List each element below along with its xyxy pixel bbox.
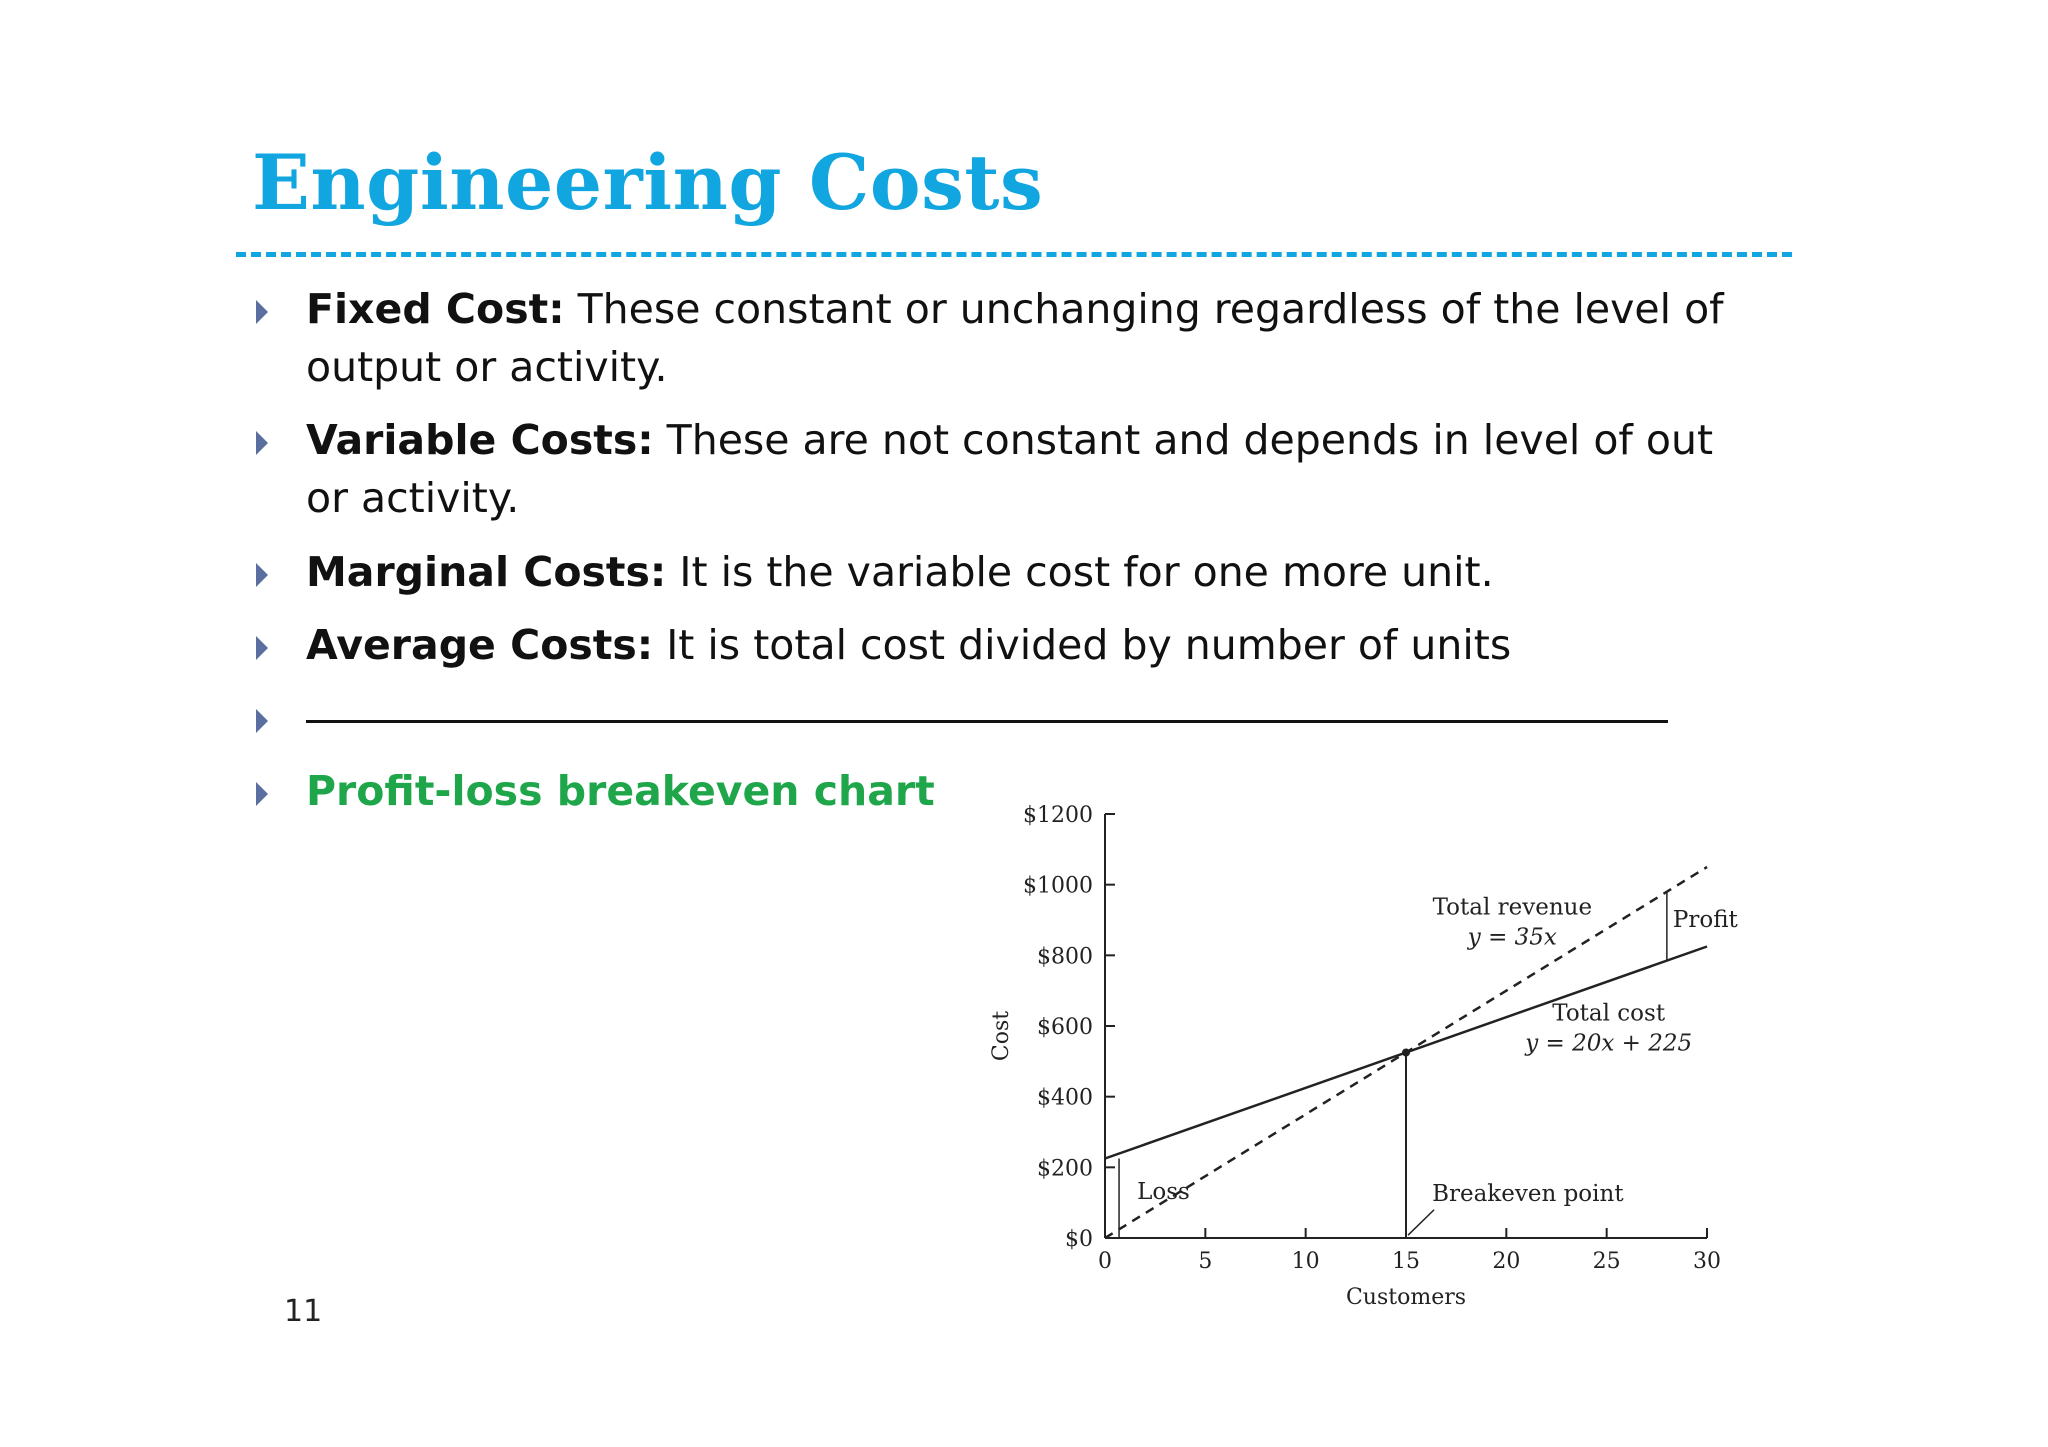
bullet-arrow-icon	[256, 709, 268, 733]
total-cost-equation: y = 20x + 225	[1524, 1031, 1692, 1057]
y-tick-label: $600	[1037, 1015, 1093, 1040]
y-axis-label: Cost	[989, 1011, 1014, 1061]
bullet-term: Profit-loss breakeven chart	[306, 767, 935, 815]
bullet-blank	[256, 689, 1746, 747]
bullet-term: Marginal Costs:	[306, 548, 667, 596]
breakeven-point-marker	[1402, 1048, 1410, 1057]
y-tick-label: $200	[1037, 1156, 1093, 1181]
x-tick-label: 20	[1492, 1249, 1520, 1274]
bullet-arrow-icon	[256, 431, 268, 455]
bullet-text: It is the variable cost for one more uni…	[666, 548, 1494, 596]
bullet-breakeven-chart: Profit-loss breakeven chart	[256, 762, 1746, 820]
title-divider	[236, 252, 1792, 257]
y-tick-label: $400	[1037, 1086, 1093, 1111]
breakeven-leader-line	[1407, 1209, 1435, 1236]
bullet-average-costs: Average Costs: It is total cost divided …	[256, 616, 1746, 674]
x-tick-label: 15	[1392, 1249, 1420, 1274]
x-tick-label: 5	[1198, 1249, 1212, 1274]
x-tick-label: 25	[1593, 1249, 1621, 1274]
slide-title: Engineering Costs	[252, 138, 1044, 227]
bullet-text: It is total cost divided by number of un…	[653, 621, 1512, 669]
x-tick-label: 30	[1693, 1249, 1721, 1274]
total-cost-label: Total cost	[1552, 1001, 1666, 1027]
bullet-marginal-costs: Marginal Costs: It is the variable cost …	[256, 543, 1746, 601]
bullet-arrow-icon	[256, 782, 268, 806]
profit-label: Profit	[1673, 907, 1739, 933]
y-tick-label: $0	[1065, 1227, 1093, 1252]
blank-underline	[306, 719, 1668, 723]
y-tick-label: $1200	[1023, 803, 1093, 828]
total-revenue-label: Total revenue	[1433, 895, 1592, 921]
bullet-fixed-cost: Fixed Cost: These constant or unchanging…	[256, 280, 1746, 396]
page-number: 11	[284, 1294, 323, 1329]
bullet-arrow-icon	[256, 563, 268, 587]
loss-label: Loss	[1137, 1179, 1190, 1205]
bullet-arrow-icon	[256, 636, 268, 660]
bullet-variable-costs: Variable Costs: These are not constant a…	[256, 411, 1746, 527]
x-tick-label: 10	[1292, 1249, 1320, 1274]
y-tick-label: $1000	[1023, 874, 1093, 899]
bullet-text: These are not constant and depends in le…	[306, 416, 1714, 522]
y-tick-label: $800	[1037, 944, 1093, 969]
bullet-term: Variable Costs:	[306, 416, 654, 464]
bullet-arrow-icon	[256, 300, 268, 324]
bullet-term: Average Costs:	[306, 621, 654, 669]
x-axis-label: Customers	[1346, 1285, 1466, 1310]
breakeven-point-label: Breakeven point	[1432, 1181, 1624, 1207]
total-revenue-equation: y = 35x	[1467, 925, 1557, 951]
bullet-term: Fixed Cost:	[306, 285, 565, 333]
breakeven-chart: $0 $200 $400 $600 $800 $1000 $1200 0 5 10 15 20 25 30…	[989, 803, 1739, 1310]
x-tick-label: 0	[1098, 1249, 1112, 1274]
bullet-text: These constant or unchanging regardless …	[306, 285, 1724, 391]
